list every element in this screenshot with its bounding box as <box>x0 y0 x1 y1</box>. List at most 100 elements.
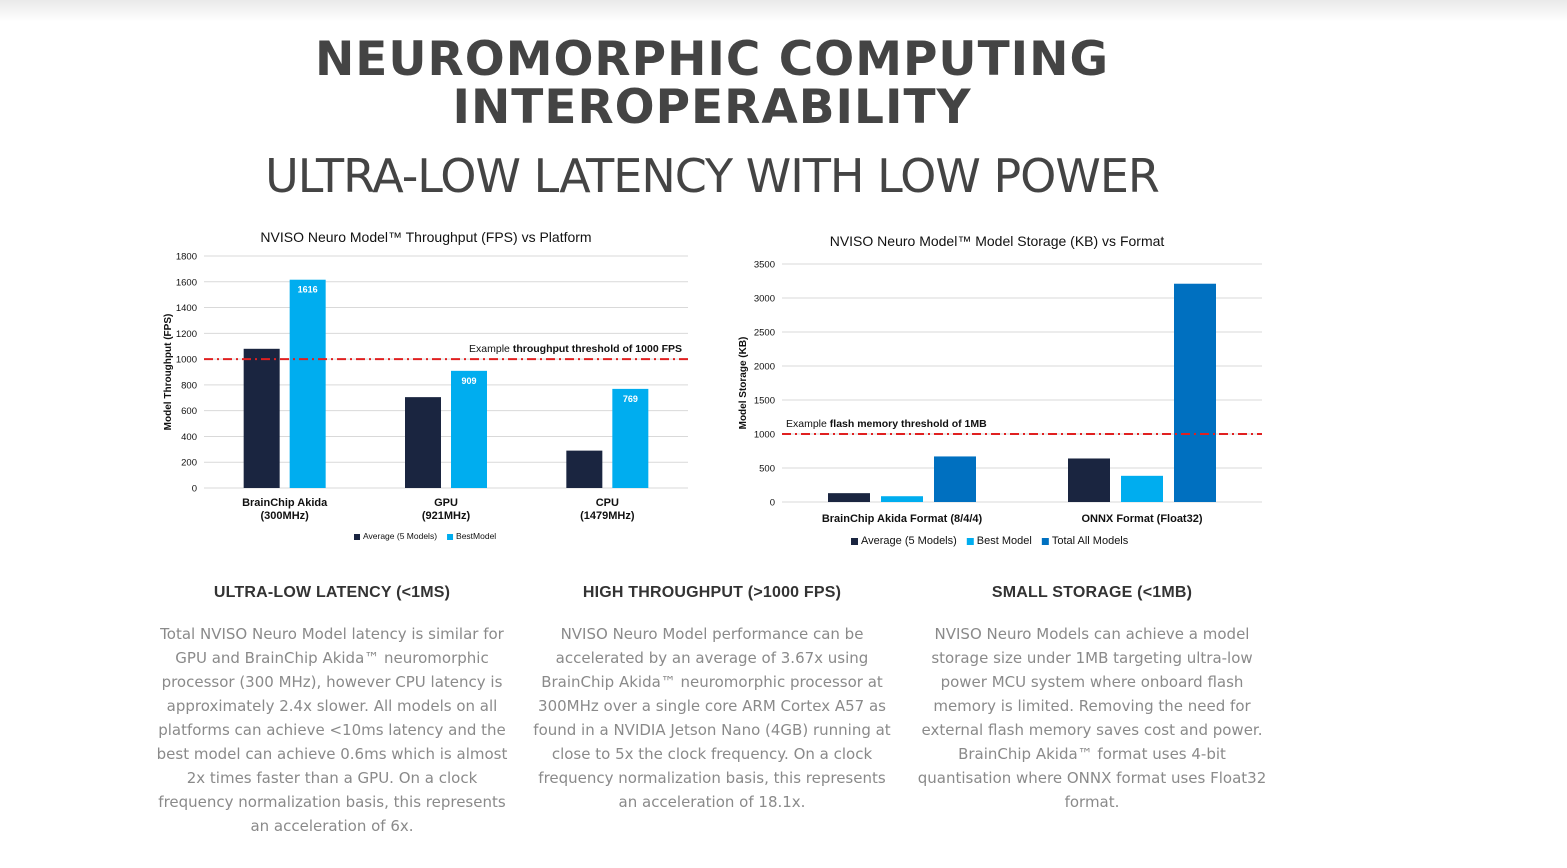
page-title: NEUROMORPHIC COMPUTING INTEROPERABILITY <box>262 36 1162 132</box>
feature-storage-line: storage size under 1MB targeting ultra-l… <box>931 649 1253 667</box>
feature-storage-heading: SMALL STORAGE (<1MB) <box>991 584 1193 601</box>
legend-label: BestModel <box>456 531 496 541</box>
feature-latency-line: an acceleration of 6x. <box>250 817 414 835</box>
y-tick-label: 800 <box>181 380 197 391</box>
feature-latency-line: processor (300 MHz), however CPU latency… <box>161 673 503 691</box>
feature-latency-heading: ULTRA-LOW LATENCY (<1MS) <box>213 584 451 601</box>
feature-storage-line: BrainChip Akida™ format uses 4-bit <box>958 745 1226 763</box>
y-tick-label: 2500 <box>754 328 775 339</box>
y-tick-label: 3000 <box>754 294 775 305</box>
bar-data-label: 769 <box>623 394 638 404</box>
feature-throughput-line: found in a NVIDIA Jetson Nano (4GB) runn… <box>533 721 891 739</box>
legend-swatch <box>851 538 858 545</box>
y-tick-label: 600 <box>181 406 197 417</box>
feature-storage-line: memory is limited. Removing the need for <box>933 697 1251 715</box>
feature-throughput-line: 300MHz over a single core ARM Cortex A57… <box>538 697 886 715</box>
threshold-label: Example flash memory threshold of 1MB <box>786 418 987 430</box>
x-category-label: (300MHz) <box>261 510 310 522</box>
y-tick-label: 3500 <box>754 260 775 271</box>
bar <box>1068 458 1110 502</box>
y-axis-label: Model Throughput (FPS) <box>163 314 174 431</box>
legend-label: Best Model <box>977 535 1032 547</box>
throughput-chart: NVISO Neuro Model™ Throughput (FPS) vs P… <box>160 224 700 549</box>
x-category-label: CPU <box>596 497 619 509</box>
y-tick-label: 1400 <box>176 303 197 314</box>
legend-label: Total All Models <box>1052 535 1129 547</box>
threshold-label: Example throughput threshold of 1000 FPS <box>469 343 682 355</box>
feature-throughput-line: close to 5x the clock frequency. On a cl… <box>551 745 873 763</box>
x-category-label: BrainChip Akida Format (8/4/4) <box>822 513 983 525</box>
feature-storage-line: format. <box>1064 793 1120 811</box>
legend-swatch <box>1041 538 1049 545</box>
storage-chart: NVISO Neuro Model™ Model Storage (KB) vs… <box>730 228 1275 553</box>
legend-swatch <box>966 538 974 545</box>
legend-label: Average (5 Models) <box>861 535 957 547</box>
threshold-label-prefix: Example <box>469 343 513 355</box>
feature-latency: ULTRA-LOW LATENCY (<1MS) Total NVISO Neu… <box>152 580 512 838</box>
bar <box>243 348 280 488</box>
bar <box>405 397 441 488</box>
feature-latency-line: Total NVISO Neuro Model latency is simil… <box>160 625 504 643</box>
x-category-label: ONNX Format (Float32) <box>1081 513 1202 525</box>
y-tick-label: 1000 <box>176 355 197 366</box>
feature-storage-line: external flash memory saves cost and pow… <box>921 721 1263 739</box>
page-title-line-2: INTEROPERABILITY <box>452 80 972 135</box>
feature-latency-line: best model can achieve 0.6ms which is al… <box>156 745 508 763</box>
threshold-label-emphasis: flash memory threshold of 1MB <box>830 418 987 430</box>
y-axis-label: Model Storage (KB) <box>738 337 749 430</box>
bar <box>612 388 649 488</box>
feature-throughput: HIGH THROUGHPUT (>1000 FPS) NVISO Neuro … <box>532 580 892 814</box>
feature-throughput-heading: HIGH THROUGHPUT (>1000 FPS) <box>582 584 842 601</box>
y-tick-label: 400 <box>181 432 197 443</box>
bar <box>1174 283 1216 502</box>
x-category-label: GPU <box>434 497 458 509</box>
bar <box>934 456 976 502</box>
legend-swatch <box>447 534 454 540</box>
feature-latency-text: Total NVISO Neuro Model latency is simil… <box>152 622 512 838</box>
page-subtitle: ULTRA-LOW LATENCY WITH LOW POWER <box>265 149 1160 203</box>
feature-storage-line: power MCU system where onboard flash <box>940 673 1244 691</box>
feature-latency-line: platforms can achieve <10ms latency and … <box>158 721 506 739</box>
y-tick-label: 1800 <box>176 252 197 263</box>
feature-storage: SMALL STORAGE (<1MB) NVISO Neuro Models … <box>912 580 1272 814</box>
throughput-chart-svg: NVISO Neuro Model™ Throughput (FPS) vs P… <box>163 229 688 541</box>
bar <box>289 279 326 488</box>
feature-throughput-line: frequency normalization basis, this repr… <box>538 769 886 787</box>
y-tick-label: 0 <box>192 484 197 495</box>
feature-latency-line: 2x times faster than a GPU. On a clock <box>186 769 478 787</box>
feature-storage-line: NVISO Neuro Models can achieve a model <box>934 625 1250 643</box>
legend-label: Average (5 Models) <box>363 531 437 541</box>
feature-storage-line: quantisation where ONNX format uses Floa… <box>917 769 1267 787</box>
bar <box>828 493 870 502</box>
legend-swatch <box>354 534 360 540</box>
top-shade <box>0 0 1567 22</box>
bar <box>1121 475 1163 502</box>
y-tick-label: 0 <box>770 498 775 509</box>
chart-title: NVISO Neuro Model™ Throughput (FPS) vs P… <box>260 229 591 245</box>
storage-chart-svg: NVISO Neuro Model™ Model Storage (KB) vs… <box>738 233 1262 547</box>
feature-throughput-line: NVISO Neuro Model performance can be <box>560 625 864 643</box>
bar-data-label: 909 <box>461 376 476 386</box>
feature-latency-line: GPU and BrainChip Akida™ neuromorphic <box>175 649 489 667</box>
feature-latency-line: approximately 2.4x slower. All models on… <box>166 697 498 715</box>
bar <box>881 496 923 502</box>
y-tick-label: 2000 <box>754 362 775 373</box>
threshold-label-emphasis: throughput threshold of 1000 FPS <box>513 343 682 355</box>
feature-throughput-line: BrainChip Akida™ neuromorphic processor … <box>541 673 883 691</box>
feature-latency-line: frequency normalization basis, this repr… <box>158 793 506 811</box>
feature-storage-text: NVISO Neuro Models can achieve a model s… <box>912 622 1272 814</box>
x-category-label: (1479MHz) <box>580 510 635 522</box>
x-category-label: (921MHz) <box>422 510 471 522</box>
page-title-line-1: NEUROMORPHIC COMPUTING <box>314 32 1110 87</box>
threshold-label-prefix: Example <box>786 418 830 430</box>
bar <box>451 370 487 488</box>
bar <box>566 450 603 488</box>
feature-throughput-text: NVISO Neuro Model performance can be acc… <box>532 622 892 814</box>
y-tick-label: 1600 <box>176 277 197 288</box>
y-tick-label: 500 <box>759 464 775 475</box>
y-tick-label: 1500 <box>754 396 775 407</box>
y-tick-label: 200 <box>181 458 197 469</box>
feature-throughput-line: accelerated by an average of 3.67x using <box>555 649 869 667</box>
feature-throughput-line: an acceleration of 18.1x. <box>618 793 806 811</box>
bar-data-label: 1616 <box>298 285 318 295</box>
